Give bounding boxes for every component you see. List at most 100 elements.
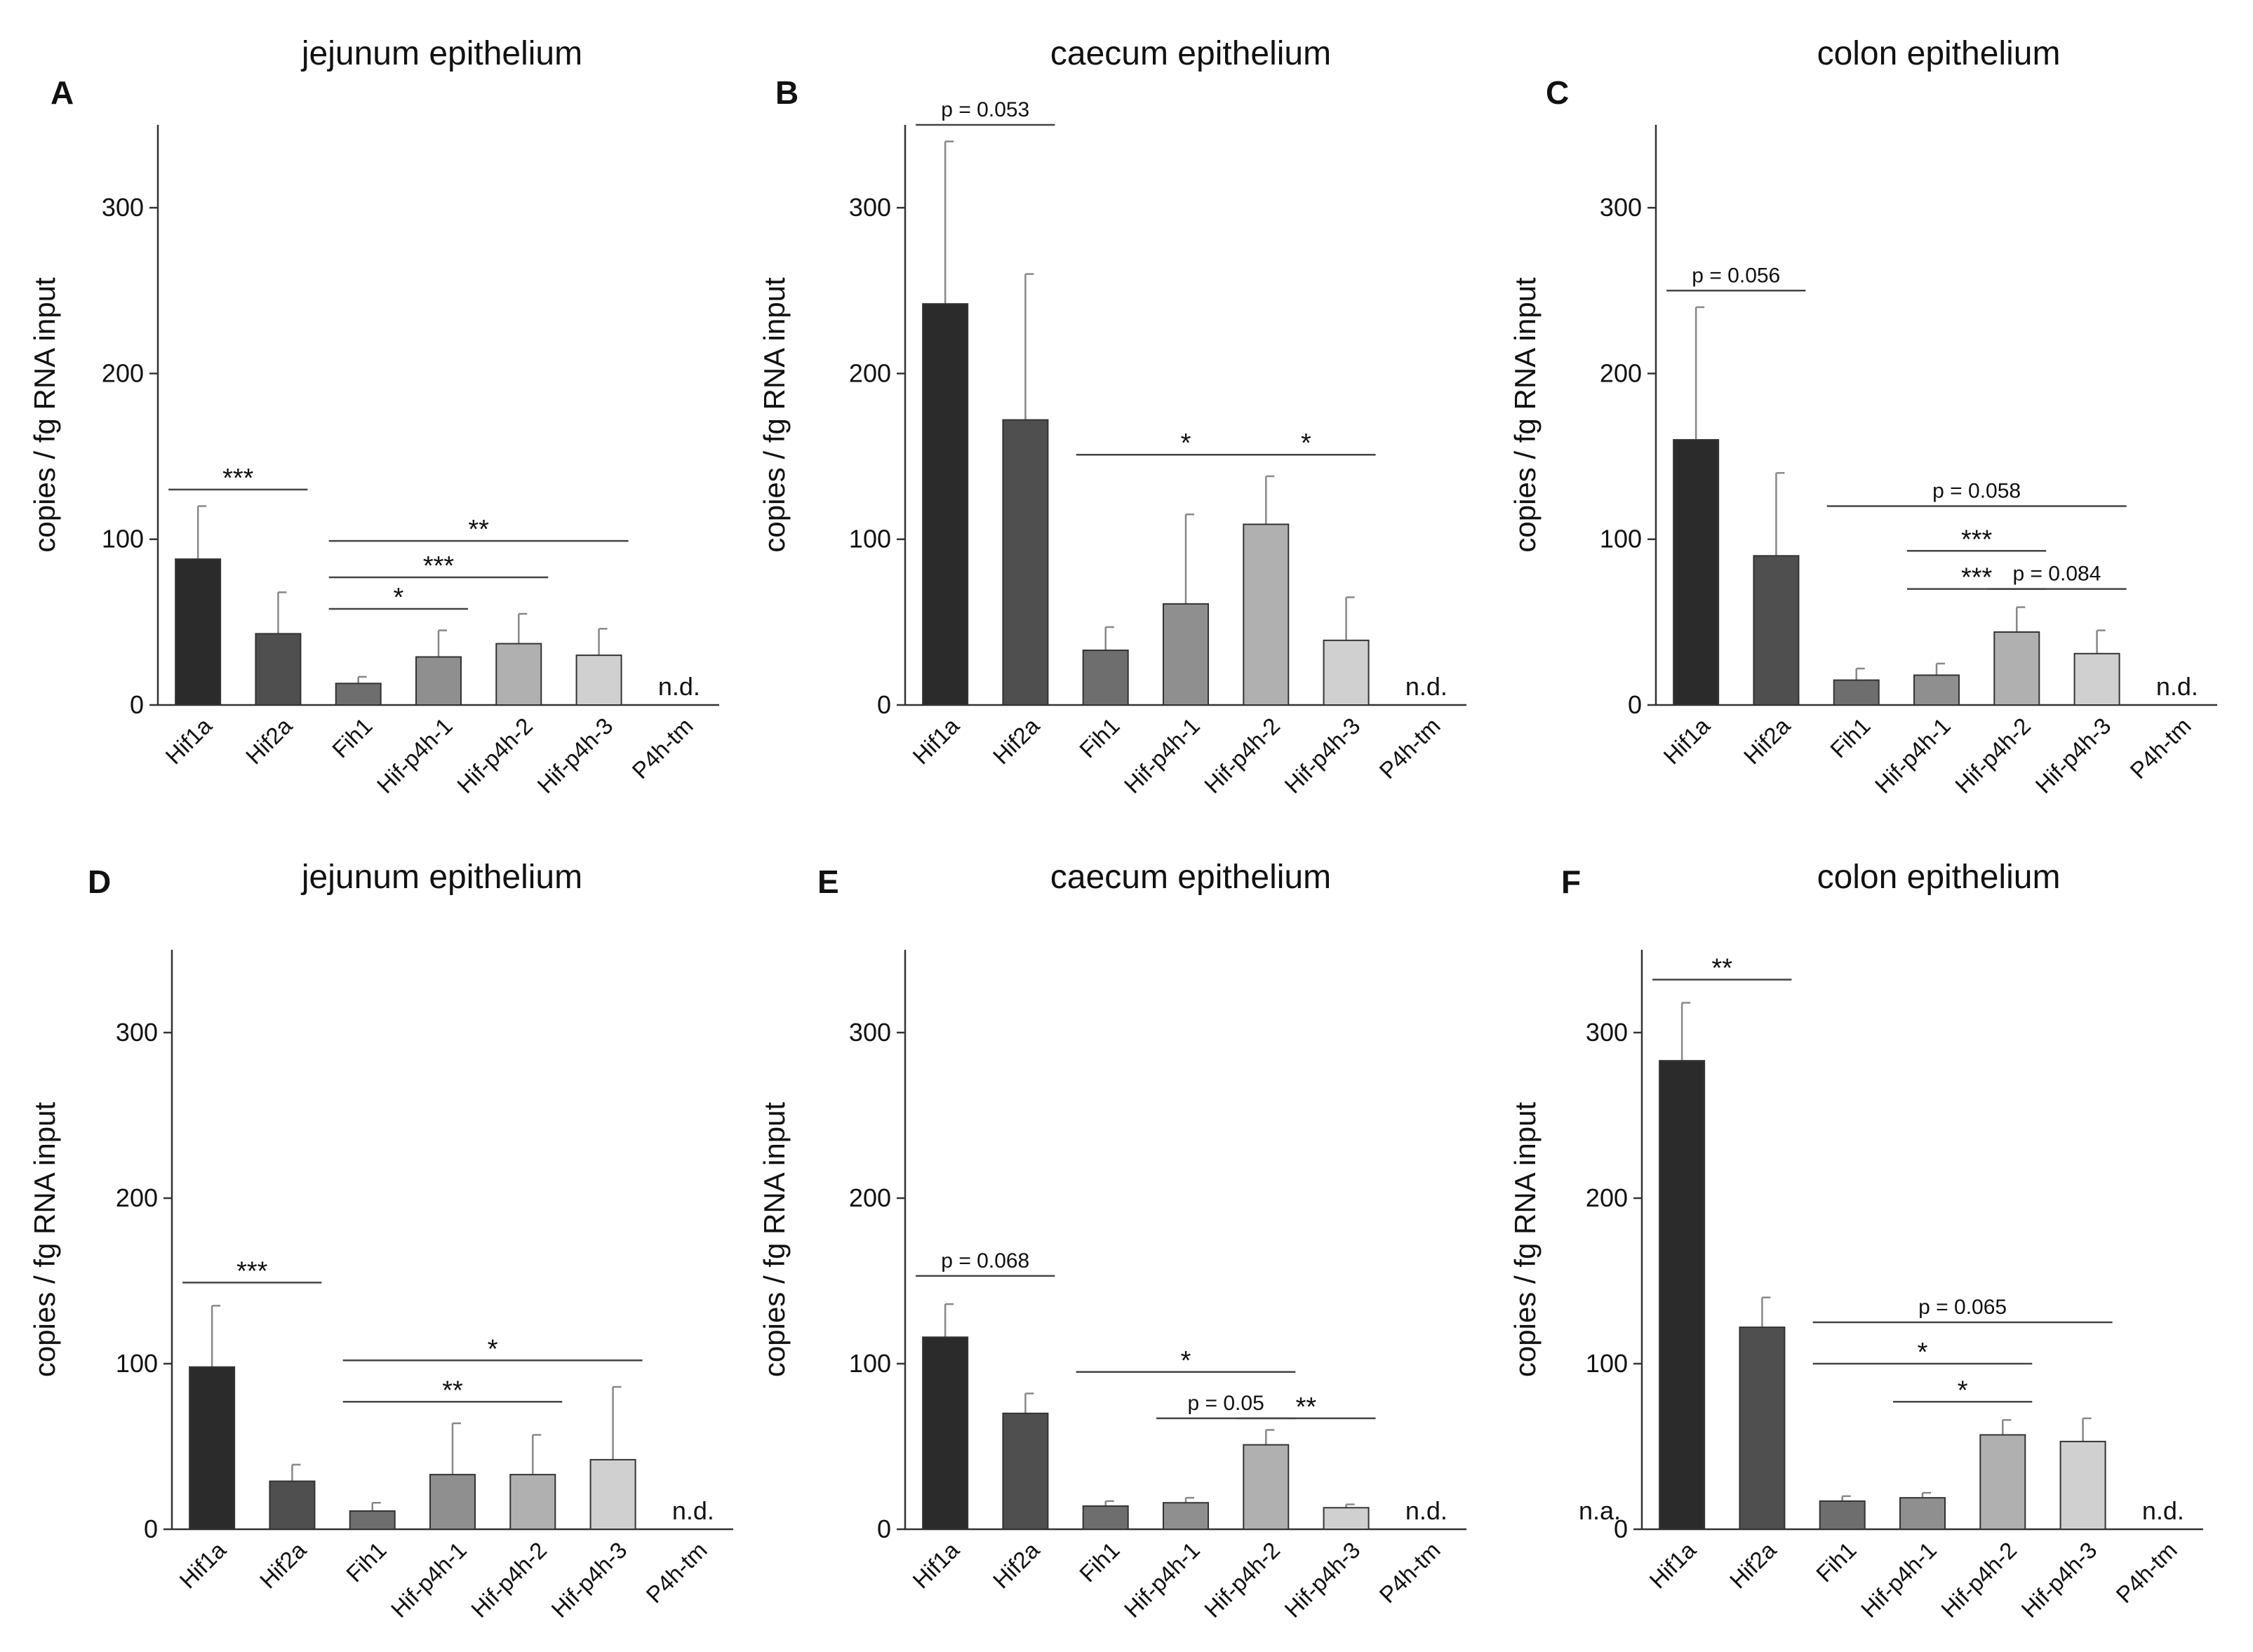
bar-hif-p4h-2 [1243, 523, 1290, 706]
y-tick-label: 100 [849, 525, 891, 553]
bar-fih1 [1833, 679, 1880, 706]
x-tick-label: Hif2a [255, 1536, 312, 1593]
chart-title: colon epithelium [1817, 35, 2061, 72]
chart-title: caecum epithelium [1050, 859, 1331, 896]
x-tick-label: Hif2a [988, 712, 1045, 769]
y-tick-label: 300 [1600, 193, 1642, 222]
y-tick-label: 300 [1586, 1018, 1628, 1047]
x-tick-label: Hif-p4h-2 [1199, 713, 1285, 798]
bar-hif-p4h-3 [2073, 652, 2120, 706]
significance-label: * [393, 583, 403, 612]
y-axis-label: copies / fg RNA input [28, 1102, 61, 1378]
x-tick-label: Hif-p4h-2 [452, 713, 537, 798]
y-tick-label: 0 [1628, 690, 1642, 719]
bar-hif-p4h-1 [1913, 674, 1960, 706]
bar-hif-p4h-2 [1243, 1444, 1290, 1530]
panel-label: E [817, 864, 839, 900]
chart-title: caecum epithelium [1050, 35, 1331, 72]
y-tick-label: 300 [849, 193, 891, 222]
y-tick-label: 100 [116, 1349, 158, 1378]
bar-hif1a [922, 1336, 969, 1530]
x-tick-label: Hif1a [1644, 1536, 1701, 1593]
x-tick-label: Hif-p4h-1 [1119, 713, 1205, 798]
bar-hif-p4h-1 [1163, 1502, 1209, 1530]
x-tick-label: Fih1 [341, 1537, 392, 1587]
significance-label: *** [1961, 563, 1993, 593]
x-tick-label: Hif-p4h-2 [1199, 1537, 1285, 1623]
x-tick-label: Fih1 [1074, 1537, 1125, 1587]
x-tick-label: Hif1a [1658, 712, 1715, 769]
significance-label: * [1181, 429, 1191, 458]
bar-hif2a [1002, 419, 1049, 706]
bar-hif-p4h-2 [495, 643, 542, 706]
y-tick-label: 100 [102, 525, 144, 553]
y-tick-label: 0 [877, 1515, 891, 1543]
significance-label: p = 0.058 [1932, 479, 2021, 502]
significance-label: ** [442, 1376, 463, 1405]
bar-hif-p4h-3 [575, 654, 622, 706]
significance-label: ** [1296, 1392, 1317, 1422]
x-tick-label: Hif-p4h-3 [1279, 713, 1365, 798]
x-tick-label: Hif-p4h-1 [1870, 713, 1956, 798]
x-tick-label: Hif-p4h-1 [372, 713, 457, 798]
panel-label: D [88, 864, 111, 900]
significance-label: p = 0.084 [2012, 563, 2101, 586]
significance-label: p = 0.05 [1188, 1392, 1264, 1415]
value-label: n.d. [658, 672, 700, 701]
chart-title: colon epithelium [1817, 859, 2061, 896]
bar-hif1a [175, 558, 222, 706]
x-tick-label: Hif-p4h-3 [2016, 1537, 2101, 1623]
y-tick-label: 0 [877, 690, 891, 719]
y-tick-label: 200 [1600, 358, 1642, 387]
x-tick-label: Hif2a [1739, 712, 1796, 769]
y-tick-label: 0 [144, 1515, 158, 1543]
bar-hif-p4h-2 [1979, 1434, 2026, 1530]
x-tick-label: P4h-tm [2111, 1537, 2181, 1608]
y-tick-label: 200 [1586, 1183, 1628, 1212]
chart-title: jejunum epithelium [300, 859, 582, 896]
x-tick-label: Hif2a [988, 1536, 1045, 1593]
x-tick-label: Hif-p4h-3 [532, 713, 617, 798]
x-tick-label: Hif1a [907, 1536, 964, 1593]
significance-label: * [1181, 1346, 1191, 1376]
significance-label: ** [1711, 953, 1732, 983]
bar-hif2a [1739, 1327, 1786, 1530]
x-tick-label: Hif-p4h-2 [1936, 1537, 2021, 1623]
significance-label: *** [222, 464, 254, 493]
bar-hif-p4h-1 [1163, 603, 1209, 706]
x-tick-label: Hif-p4h-1 [386, 1537, 472, 1623]
x-tick-label: P4h-tm [627, 713, 697, 784]
y-axis-label: copies / fg RNA input [1509, 277, 1542, 553]
significance-label: p = 0.053 [941, 98, 1029, 121]
y-tick-label: 0 [1614, 1515, 1628, 1543]
significance-label: *** [236, 1256, 268, 1286]
y-tick-label: 100 [1586, 1349, 1628, 1378]
x-tick-label: Hif-p4h-2 [1950, 713, 2035, 798]
panel-label: F [1561, 864, 1581, 900]
significance-label: *** [1961, 525, 1993, 554]
bar-fih1 [1082, 650, 1129, 706]
panel-label: B [775, 74, 798, 111]
significance-label: * [1958, 1376, 1968, 1405]
bar-fih1 [1082, 1505, 1129, 1530]
bar-hif-p4h-3 [1323, 639, 1370, 706]
y-tick-label: 200 [849, 358, 891, 387]
panel-label: C [1546, 74, 1569, 111]
bar-fih1 [1819, 1500, 1866, 1530]
panel-label: A [51, 74, 74, 111]
bar-hif2a [255, 633, 302, 706]
bar-hif-p4h-3 [1323, 1507, 1370, 1531]
value-label: n.d. [1405, 1496, 1448, 1525]
value-label: n.d. [672, 1496, 714, 1525]
chart-title: jejunum epithelium [300, 35, 582, 72]
x-tick-label: Fih1 [327, 713, 377, 763]
significance-label: ** [468, 515, 489, 544]
significance-label: p = 0.056 [1692, 264, 1780, 287]
significance-label: p = 0.068 [941, 1249, 1029, 1272]
bar-hif-p4h-1 [429, 1474, 476, 1531]
